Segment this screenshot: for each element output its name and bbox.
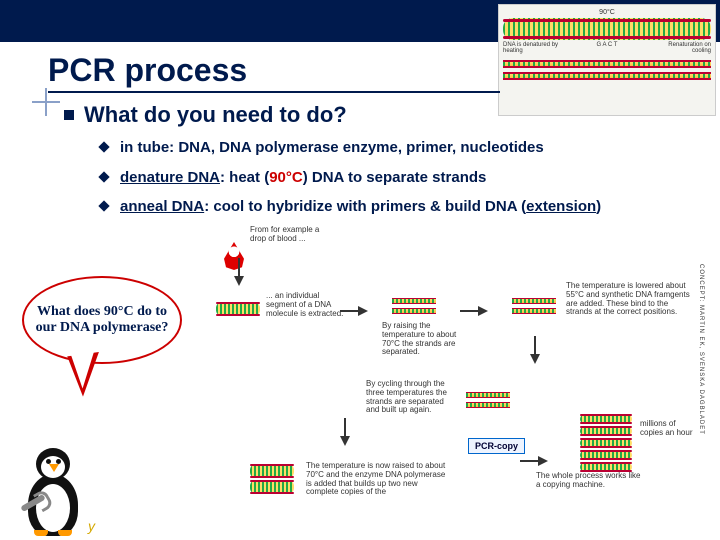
dna-primer-icon [512, 294, 556, 318]
footer-fragment: y [88, 518, 95, 534]
diagram-label: By raising the temperature to about 70°C… [382, 322, 474, 357]
bullet-text: denature DNA: heat (90°C) DNA to separat… [120, 168, 486, 188]
speech-bubble: What does 90°C do to our DNA polymerase? [22, 276, 182, 364]
bullet-item: anneal DNA: cool to hybridize with prime… [100, 197, 700, 217]
dna-right-label: Renaturation on cooling [651, 42, 711, 54]
dna-separated-strands [503, 60, 711, 80]
pcr-copy-label: PCR-copy [468, 438, 525, 454]
dna-helix [503, 18, 711, 40]
speech-bubble-tail-fill [71, 351, 100, 390]
diagram-label: From for example a drop of blood ... [250, 226, 330, 244]
diamond-bullet-icon [98, 171, 109, 182]
arrow-right-icon [538, 456, 548, 466]
bullet-item: denature DNA: heat (90°C) DNA to separat… [100, 168, 700, 188]
diamond-bullet-icon [98, 200, 109, 211]
diagram-credit: CONCEPT: MARTIN EK, SVENSKA DAGBLADET [694, 264, 704, 435]
slide-title: PCR process [48, 52, 500, 93]
dna-denature-diagram: 90°C DNA is denatured by heating G A C T… [498, 4, 716, 116]
blood-drop-icon [224, 242, 244, 270]
dna-split-icon [392, 294, 436, 318]
dna-copy-icon [250, 464, 294, 478]
diagram-label: millions of copies an hour [640, 420, 696, 438]
dna-copies-stack [580, 412, 632, 474]
arrow-down-icon [340, 436, 350, 446]
dna-top-temp: 90°C [503, 9, 711, 16]
diagram-label: The whole process works like a copying m… [536, 472, 646, 490]
diagram-label: By cycling through the three temperature… [366, 380, 456, 415]
bullet-text: in tube: DNA, DNA polymerase enzyme, pri… [120, 138, 544, 158]
bullet-list: in tube: DNA, DNA polymerase enzyme, pri… [100, 138, 700, 227]
dna-segment-icon [216, 302, 260, 316]
subheading: What do you need to do? [84, 102, 347, 128]
square-bullet-icon [64, 110, 74, 120]
penguin-mascot [18, 446, 88, 536]
title-container: PCR process [48, 52, 500, 93]
diagram-label: The temperature is now raised to about 7… [306, 462, 446, 497]
dna-left-label: DNA is denatured by heating [503, 42, 563, 54]
bullet-text: anneal DNA: cool to hybridize with prime… [120, 197, 601, 217]
arrow-right-icon [358, 306, 368, 316]
bullet-item: in tube: DNA, DNA polymerase enzyme, pri… [100, 138, 700, 158]
arrow-down-icon [234, 276, 244, 286]
diagram-label: The temperature is lowered about 55°C an… [566, 282, 696, 317]
subheading-row: What do you need to do? [64, 102, 347, 128]
diagram-label: ... an individual segment of a DNA molec… [266, 292, 350, 318]
arrow-right-icon [478, 306, 488, 316]
dna-letters: G A C T [597, 42, 618, 54]
pcr-process-diagram: From for example a drop of blood ... ...… [210, 224, 706, 524]
speech-bubble-text: What does 90°C do to our DNA polymerase? [32, 304, 172, 336]
arrow-down-icon [530, 354, 540, 364]
dna-copy-icon [250, 480, 294, 494]
dna-cycle-icon [466, 388, 510, 412]
diamond-bullet-icon [98, 141, 109, 152]
